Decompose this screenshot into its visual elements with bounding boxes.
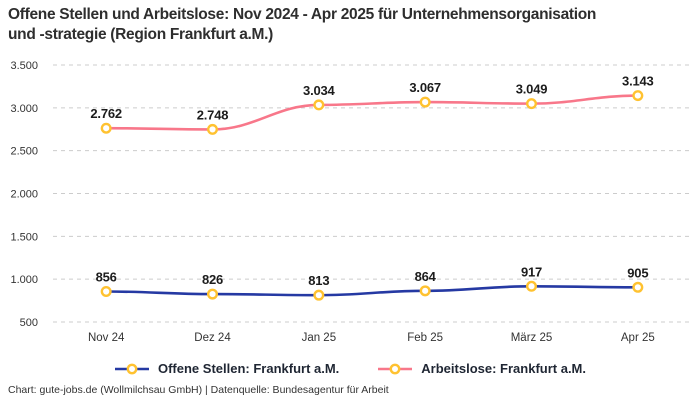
x-axis-label: Apr 25 bbox=[621, 332, 655, 344]
data-point bbox=[100, 122, 112, 134]
legend-marker-swatch bbox=[389, 363, 401, 374]
line-chart: 500 1.000 1.500 2.000 2.500 3.000 3.500 Nov 24 D… bbox=[10, 60, 691, 344]
data-label: 3.049 bbox=[516, 82, 548, 97]
chart-title-line1: Offene Stellen und Arbeitslose: Nov 2024… bbox=[8, 6, 597, 23]
x-axis-label: Dez 24 bbox=[194, 332, 231, 344]
data-point bbox=[313, 289, 325, 301]
chart-legend: Offene Stellen: Frankfurt a.M. Arbeitslo… bbox=[0, 361, 700, 376]
legend-line-marker-icon bbox=[378, 363, 413, 374]
data-label: 813 bbox=[308, 273, 329, 288]
data-label: 826 bbox=[202, 272, 223, 287]
y-tick-label: 1.500 bbox=[10, 231, 38, 243]
data-point bbox=[206, 123, 218, 135]
legend-marker-swatch bbox=[126, 363, 138, 374]
y-tick-label: 3.500 bbox=[10, 60, 38, 72]
data-point bbox=[313, 99, 325, 111]
y-tick-label: 2.000 bbox=[10, 189, 38, 201]
data-label: 3.143 bbox=[622, 74, 654, 89]
y-tick-label: 2.500 bbox=[10, 146, 38, 158]
x-axis-label: Nov 24 bbox=[88, 332, 125, 344]
legend-label-offene-stellen: Offene Stellen: Frankfurt a.M. bbox=[157, 361, 340, 376]
data-label: 3.067 bbox=[409, 80, 441, 95]
y-tick-label: 3.000 bbox=[10, 103, 38, 115]
chart-title: Offene Stellen und Arbeitslose: Nov 2024… bbox=[8, 5, 596, 45]
data-point bbox=[526, 98, 538, 110]
data-point bbox=[632, 281, 644, 293]
data-label: 917 bbox=[521, 264, 542, 279]
x-axis-label: Feb 25 bbox=[407, 332, 443, 344]
data-point bbox=[419, 96, 431, 108]
data-point bbox=[526, 280, 538, 292]
data-point bbox=[206, 288, 218, 300]
data-label: 3.034 bbox=[303, 83, 336, 98]
data-label: 2.748 bbox=[197, 107, 229, 122]
legend-item-offene-stellen: Offene Stellen: Frankfurt a.M. bbox=[114, 361, 339, 376]
data-label: 864 bbox=[415, 269, 437, 284]
data-label: 856 bbox=[96, 270, 117, 285]
legend-label-arbeitslose: Arbeitslose: Frankfurt a.M. bbox=[421, 361, 586, 376]
series-line-1 bbox=[104, 94, 640, 131]
y-tick-label: 1.000 bbox=[10, 274, 38, 286]
data-point bbox=[419, 285, 431, 297]
chart-title-line2: und -strategie (Region Frankfurt a.M.) bbox=[8, 25, 274, 43]
x-axis-label: März 25 bbox=[511, 332, 553, 344]
data-point bbox=[100, 286, 112, 298]
series-line-0 bbox=[104, 284, 640, 297]
x-axis-label: Jan 25 bbox=[302, 332, 337, 344]
attribution-text: Chart: gute-jobs.de (Wollmilchsau GmbH) … bbox=[8, 384, 389, 396]
legend-line-marker-icon bbox=[114, 363, 149, 374]
y-tick-label: 500 bbox=[20, 317, 38, 329]
data-point bbox=[632, 90, 644, 102]
legend-item-arbeitslose: Arbeitslose: Frankfurt a.M. bbox=[377, 361, 586, 376]
data-label: 2.762 bbox=[90, 106, 122, 121]
data-label: 905 bbox=[627, 265, 648, 280]
